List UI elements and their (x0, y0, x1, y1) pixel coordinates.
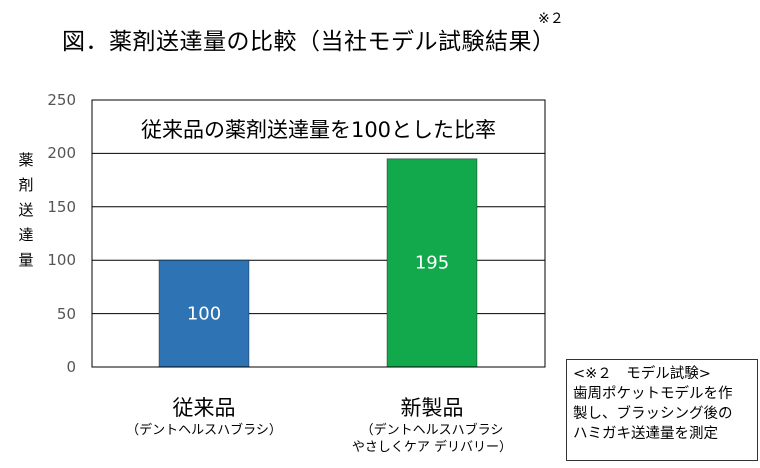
footnote-line: 製し、ブラッシング後の (573, 406, 733, 422)
figure-title: 図．薬剤送達量の比較（当社モデル試験結果） (62, 29, 556, 55)
y-axis-label-char: 剤 (18, 176, 34, 194)
bar (386, 158, 478, 368)
y-axis-label-char: 薬 (18, 151, 34, 169)
category-subtitle: やさしくケア デリバリー） (351, 440, 513, 455)
category-name: 新製品 (400, 396, 464, 420)
category-subtitle: （デントヘルスハブラシ (360, 423, 504, 438)
y-tick-label: 150 (47, 197, 76, 216)
x-category: 従来品 （デントヘルスハブラシ） (126, 394, 282, 439)
y-tick-label: 100 (47, 251, 76, 270)
bar-data-label: 100 (186, 303, 222, 325)
y-axis-label-char: 達 (18, 226, 34, 244)
category-name: 従来品 (172, 396, 236, 420)
bar (158, 259, 250, 368)
y-tick-label: 0 (66, 358, 76, 376)
title-footnote-mark: ※２ (538, 11, 564, 27)
y-axis-label-char: 量 (18, 251, 34, 269)
footnote-line: 歯周ポケットモデルを作 (573, 386, 733, 402)
y-tick-label: 200 (47, 144, 76, 163)
category-subtitle: （デントヘルスハブラシ） (126, 423, 282, 438)
y-tick-label: 50 (56, 304, 76, 323)
bar-data-label: 195 (414, 252, 450, 274)
y-axis-label-char: 送 (18, 201, 34, 219)
footnote-box: <※２ モデル試験> 歯周ポケットモデルを作 製し、ブラッシング後の ハミガキ送… (566, 359, 758, 461)
y-axis-label: 薬剤送達量 (14, 148, 38, 273)
plot-frame (91, 99, 546, 368)
x-category: 新製品 （デントヘルスハブラシ やさしくケア デリバリー） (352, 394, 512, 456)
footnote-line: ハミガキ送達量を測定 (573, 426, 718, 442)
y-tick-label: 250 (47, 91, 76, 109)
footnote-line: <※２ モデル試験> (573, 366, 711, 382)
chart-title: 従来品の薬剤送達量を100とした比率 (140, 118, 497, 142)
